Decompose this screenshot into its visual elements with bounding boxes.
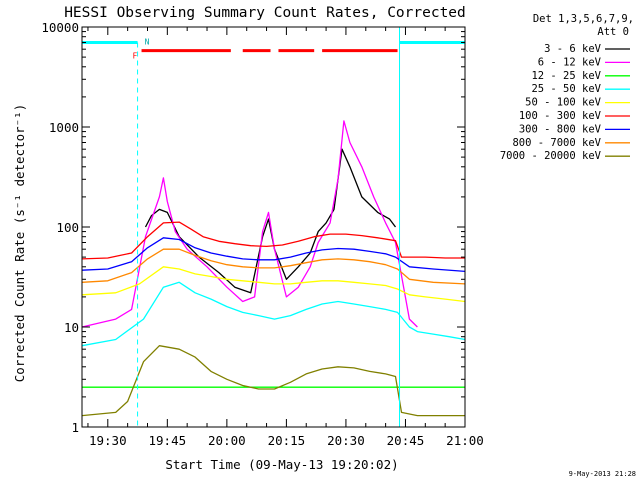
- x-axis: 19:30 19:45 20:00 20:15 20:30 20:45 21:00: [87, 27, 484, 448]
- series-line: [81, 248, 466, 285]
- night-flag-label: N: [145, 37, 150, 46]
- series-line: [81, 237, 466, 273]
- series-line: [81, 281, 466, 347]
- series-line: [81, 266, 466, 303]
- plot-frame: [81, 26, 466, 428]
- x-axis-label: Start Time (09-May-13 19:20:02): [165, 457, 398, 472]
- x-tick-label: 21:00: [446, 433, 484, 448]
- legend-label: 100 - 300 keV: [519, 110, 602, 122]
- x-tick-label: 20:30: [327, 433, 365, 448]
- legend-header-line: Det 1,3,5,6,7,9,: [533, 13, 634, 25]
- series-line: [144, 148, 397, 294]
- x-tick-label: 19:45: [149, 433, 187, 448]
- legend-header-line: Att 0: [597, 26, 629, 38]
- series-group: [81, 120, 466, 417]
- series-line: [81, 120, 418, 328]
- footer-date: 9-May-2013 21:28: [569, 470, 636, 478]
- legend-label: 25 - 50 keV: [531, 83, 601, 95]
- legend-label: 3 - 6 keV: [544, 43, 602, 55]
- x-tick-label: 20:45: [387, 433, 425, 448]
- legend-label: 6 - 12 keV: [538, 56, 602, 68]
- y-tick-label: 1: [71, 420, 79, 435]
- legend-label: 800 - 7000 keV: [512, 137, 601, 149]
- flag-bars: NF: [81, 27, 466, 427]
- series-line: [81, 221, 465, 260]
- y-tick-label: 1000: [49, 120, 79, 135]
- flare-flag-label: F: [133, 52, 138, 61]
- x-tick-label: 20:15: [268, 433, 306, 448]
- legend-label: 7000 - 20000 keV: [500, 150, 602, 162]
- y-tick-label: 10000: [41, 20, 79, 35]
- legend-label: 300 - 800 keV: [519, 123, 602, 135]
- y-tick-label: 10: [64, 320, 79, 335]
- y-axis: 1 10 100 1000 10000: [41, 20, 465, 435]
- legend-label: 50 - 100 keV: [525, 97, 602, 109]
- y-tick-label: 100: [56, 220, 79, 235]
- legend-label: 12 - 25 keV: [531, 70, 601, 82]
- series-line: [81, 345, 465, 417]
- x-tick-label: 20:00: [208, 433, 246, 448]
- x-tick-label: 19:30: [89, 433, 127, 448]
- legend-header: Det 1,3,5,6,7,9,Att 0: [533, 13, 634, 38]
- chart-title: HESSI Observing Summary Count Rates, Cor…: [64, 5, 466, 21]
- y-axis-label: Corrected Count Rate (s⁻¹ detector⁻¹): [12, 104, 27, 382]
